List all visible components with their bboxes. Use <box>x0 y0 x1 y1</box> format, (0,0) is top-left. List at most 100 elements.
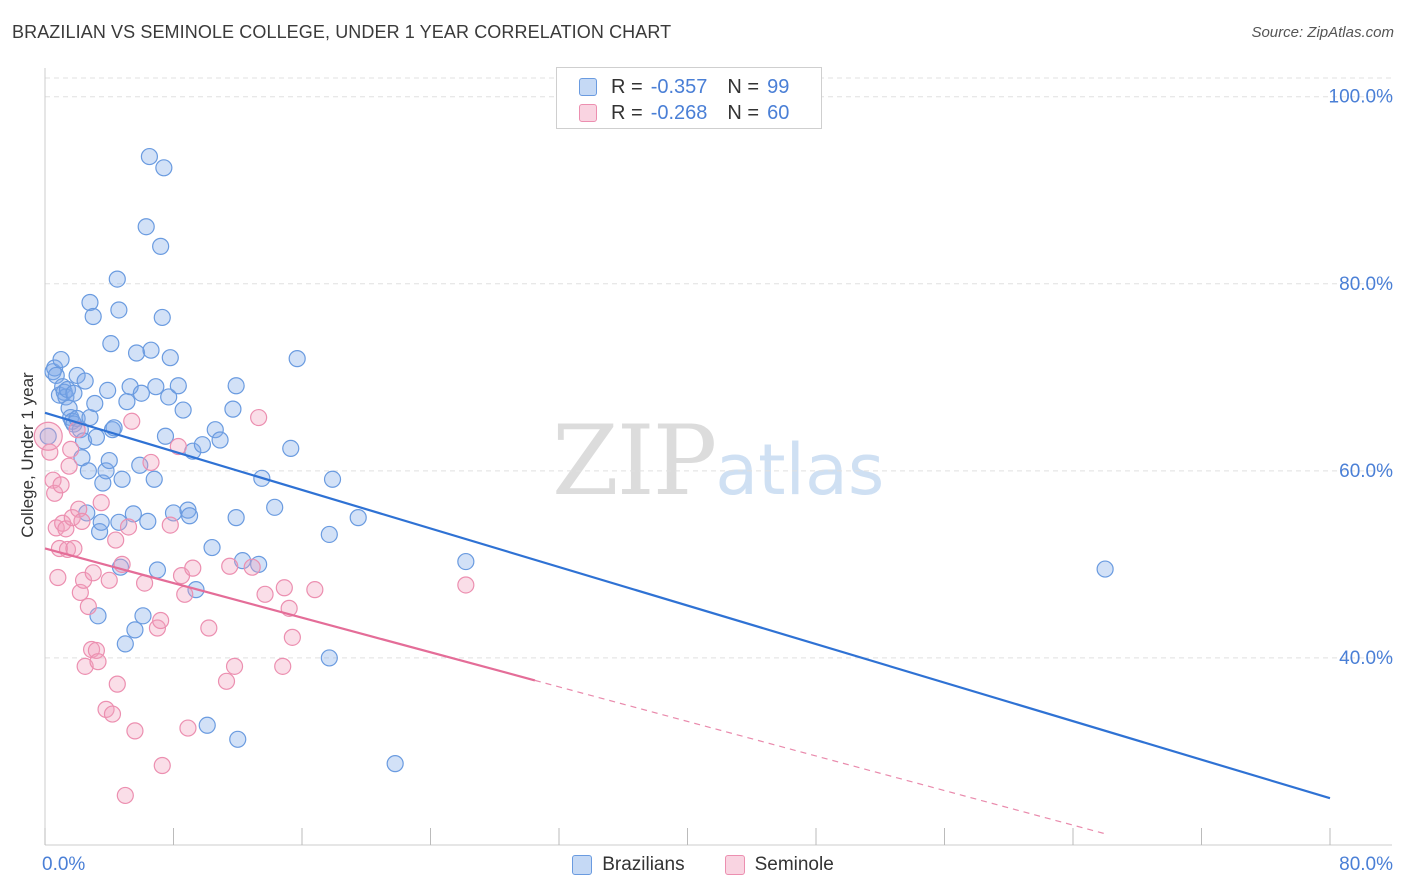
brazilians-point <box>282 439 300 458</box>
seminole-point <box>107 531 125 549</box>
brazilians-point <box>227 377 245 395</box>
brazilians-point <box>386 755 404 773</box>
brazilians-point <box>118 393 136 411</box>
brazilians-point <box>211 431 229 449</box>
brazilians-point <box>155 159 173 177</box>
brazilians-point <box>266 498 284 516</box>
seminole-point <box>243 558 261 576</box>
seminole-point <box>54 514 72 532</box>
seminole-point <box>84 564 102 582</box>
legend-r-value: -0.268 <box>650 101 708 124</box>
brazilians-point <box>52 350 70 369</box>
seminole-point <box>100 571 118 589</box>
seminole-point <box>108 675 126 693</box>
brazilians-point <box>288 350 306 368</box>
legend-item-seminole[interactable]: Seminole <box>724 854 834 876</box>
seminole-point <box>250 408 268 427</box>
legend-swatch-blue <box>579 78 597 96</box>
seminole-point <box>184 559 202 577</box>
brazilians-point <box>224 400 242 418</box>
brazilians-point <box>139 512 157 530</box>
seminole-point <box>49 568 67 587</box>
brazilians-point <box>76 372 94 390</box>
brazilians-point <box>161 349 179 367</box>
seminole-point <box>225 657 244 675</box>
brazilians-point <box>102 335 120 353</box>
brazilians-point <box>108 270 126 288</box>
watermark-atlas: atlas <box>715 429 885 511</box>
brazilians-point <box>320 525 338 544</box>
legend-n-value: 60 <box>767 101 790 124</box>
correlation-legend: R = -0.357 N = 99 R = -0.268 N = 60 <box>556 67 822 129</box>
brazilians-point <box>349 509 367 527</box>
brazilians-point <box>142 341 160 359</box>
seminole-point <box>73 512 91 530</box>
brazilians-point <box>79 462 97 480</box>
legend-label-brazilians: Brazilians <box>602 854 685 875</box>
seminole-point <box>152 611 170 630</box>
seminole-point <box>306 581 324 599</box>
seminole-point <box>41 443 59 461</box>
seminole-point <box>126 722 144 740</box>
brazilians-point <box>174 401 192 419</box>
seminole-point <box>457 576 475 594</box>
brazilians-point <box>124 505 142 523</box>
seminole-point <box>142 453 160 472</box>
seminole-point-large <box>33 421 63 451</box>
axes <box>44 68 1392 846</box>
seminole-point <box>200 619 218 637</box>
legend-r-label: R = <box>611 75 643 98</box>
seminole-point <box>92 494 110 512</box>
brazilians-point <box>132 384 150 402</box>
seminole-point <box>76 657 94 675</box>
brazilians-trend-line <box>44 411 1331 800</box>
legend-item-brazilians[interactable]: Brazilians <box>572 854 685 876</box>
brazilians-point <box>97 462 115 480</box>
brazilians-point <box>110 301 128 319</box>
brazilians-point <box>203 538 221 557</box>
seminole-point <box>79 597 97 616</box>
legend-r-label: R = <box>611 101 643 124</box>
brazilians-point <box>126 621 144 639</box>
seminole-point <box>103 705 122 723</box>
y-tick-label: 100.0% <box>1329 87 1394 108</box>
brazilians-points <box>39 147 1114 773</box>
brazilians-point <box>127 344 146 362</box>
x-tick-label: 0.0% <box>42 854 85 875</box>
brazilians-point <box>140 147 159 166</box>
brazilians-point <box>198 716 216 734</box>
brazilians-point <box>81 293 99 312</box>
brazilians-point <box>169 377 187 395</box>
seminole-point <box>123 412 141 430</box>
legend-label-seminole: Seminole <box>754 854 834 875</box>
brazilians-point <box>227 509 245 527</box>
seminole-point <box>52 476 70 494</box>
brazilians-point <box>229 730 247 748</box>
legend-swatch-pink <box>724 855 745 875</box>
legend-n-value: 99 <box>767 75 790 98</box>
seminole-point <box>153 756 171 775</box>
brazilians-point <box>148 561 167 579</box>
seminole-point <box>217 672 236 690</box>
brazilians-point <box>323 470 342 488</box>
brazilians-point <box>92 513 110 531</box>
brazilians-point <box>457 552 475 571</box>
seminole-point <box>62 440 80 458</box>
seminole-points <box>33 408 475 805</box>
brazilians-point <box>145 470 163 488</box>
legend-swatch-blue <box>572 855 593 875</box>
seminole-trend-extension <box>534 679 1106 835</box>
legend-n-label: N = <box>727 75 760 98</box>
legend-n-label: N = <box>727 101 760 124</box>
brazilians-point <box>100 451 118 470</box>
brazilians-point <box>84 307 102 326</box>
seminole-point <box>89 653 107 671</box>
brazilians-point <box>160 388 178 406</box>
legend-row-brazilians: R = -0.357 N = 99 <box>579 76 795 98</box>
brazilians-point <box>320 649 338 667</box>
brazilians-point <box>1096 560 1114 578</box>
y-tick-label: 80.0% <box>1339 274 1393 295</box>
brazilians-point <box>116 635 134 653</box>
trend-lines <box>44 411 1331 835</box>
